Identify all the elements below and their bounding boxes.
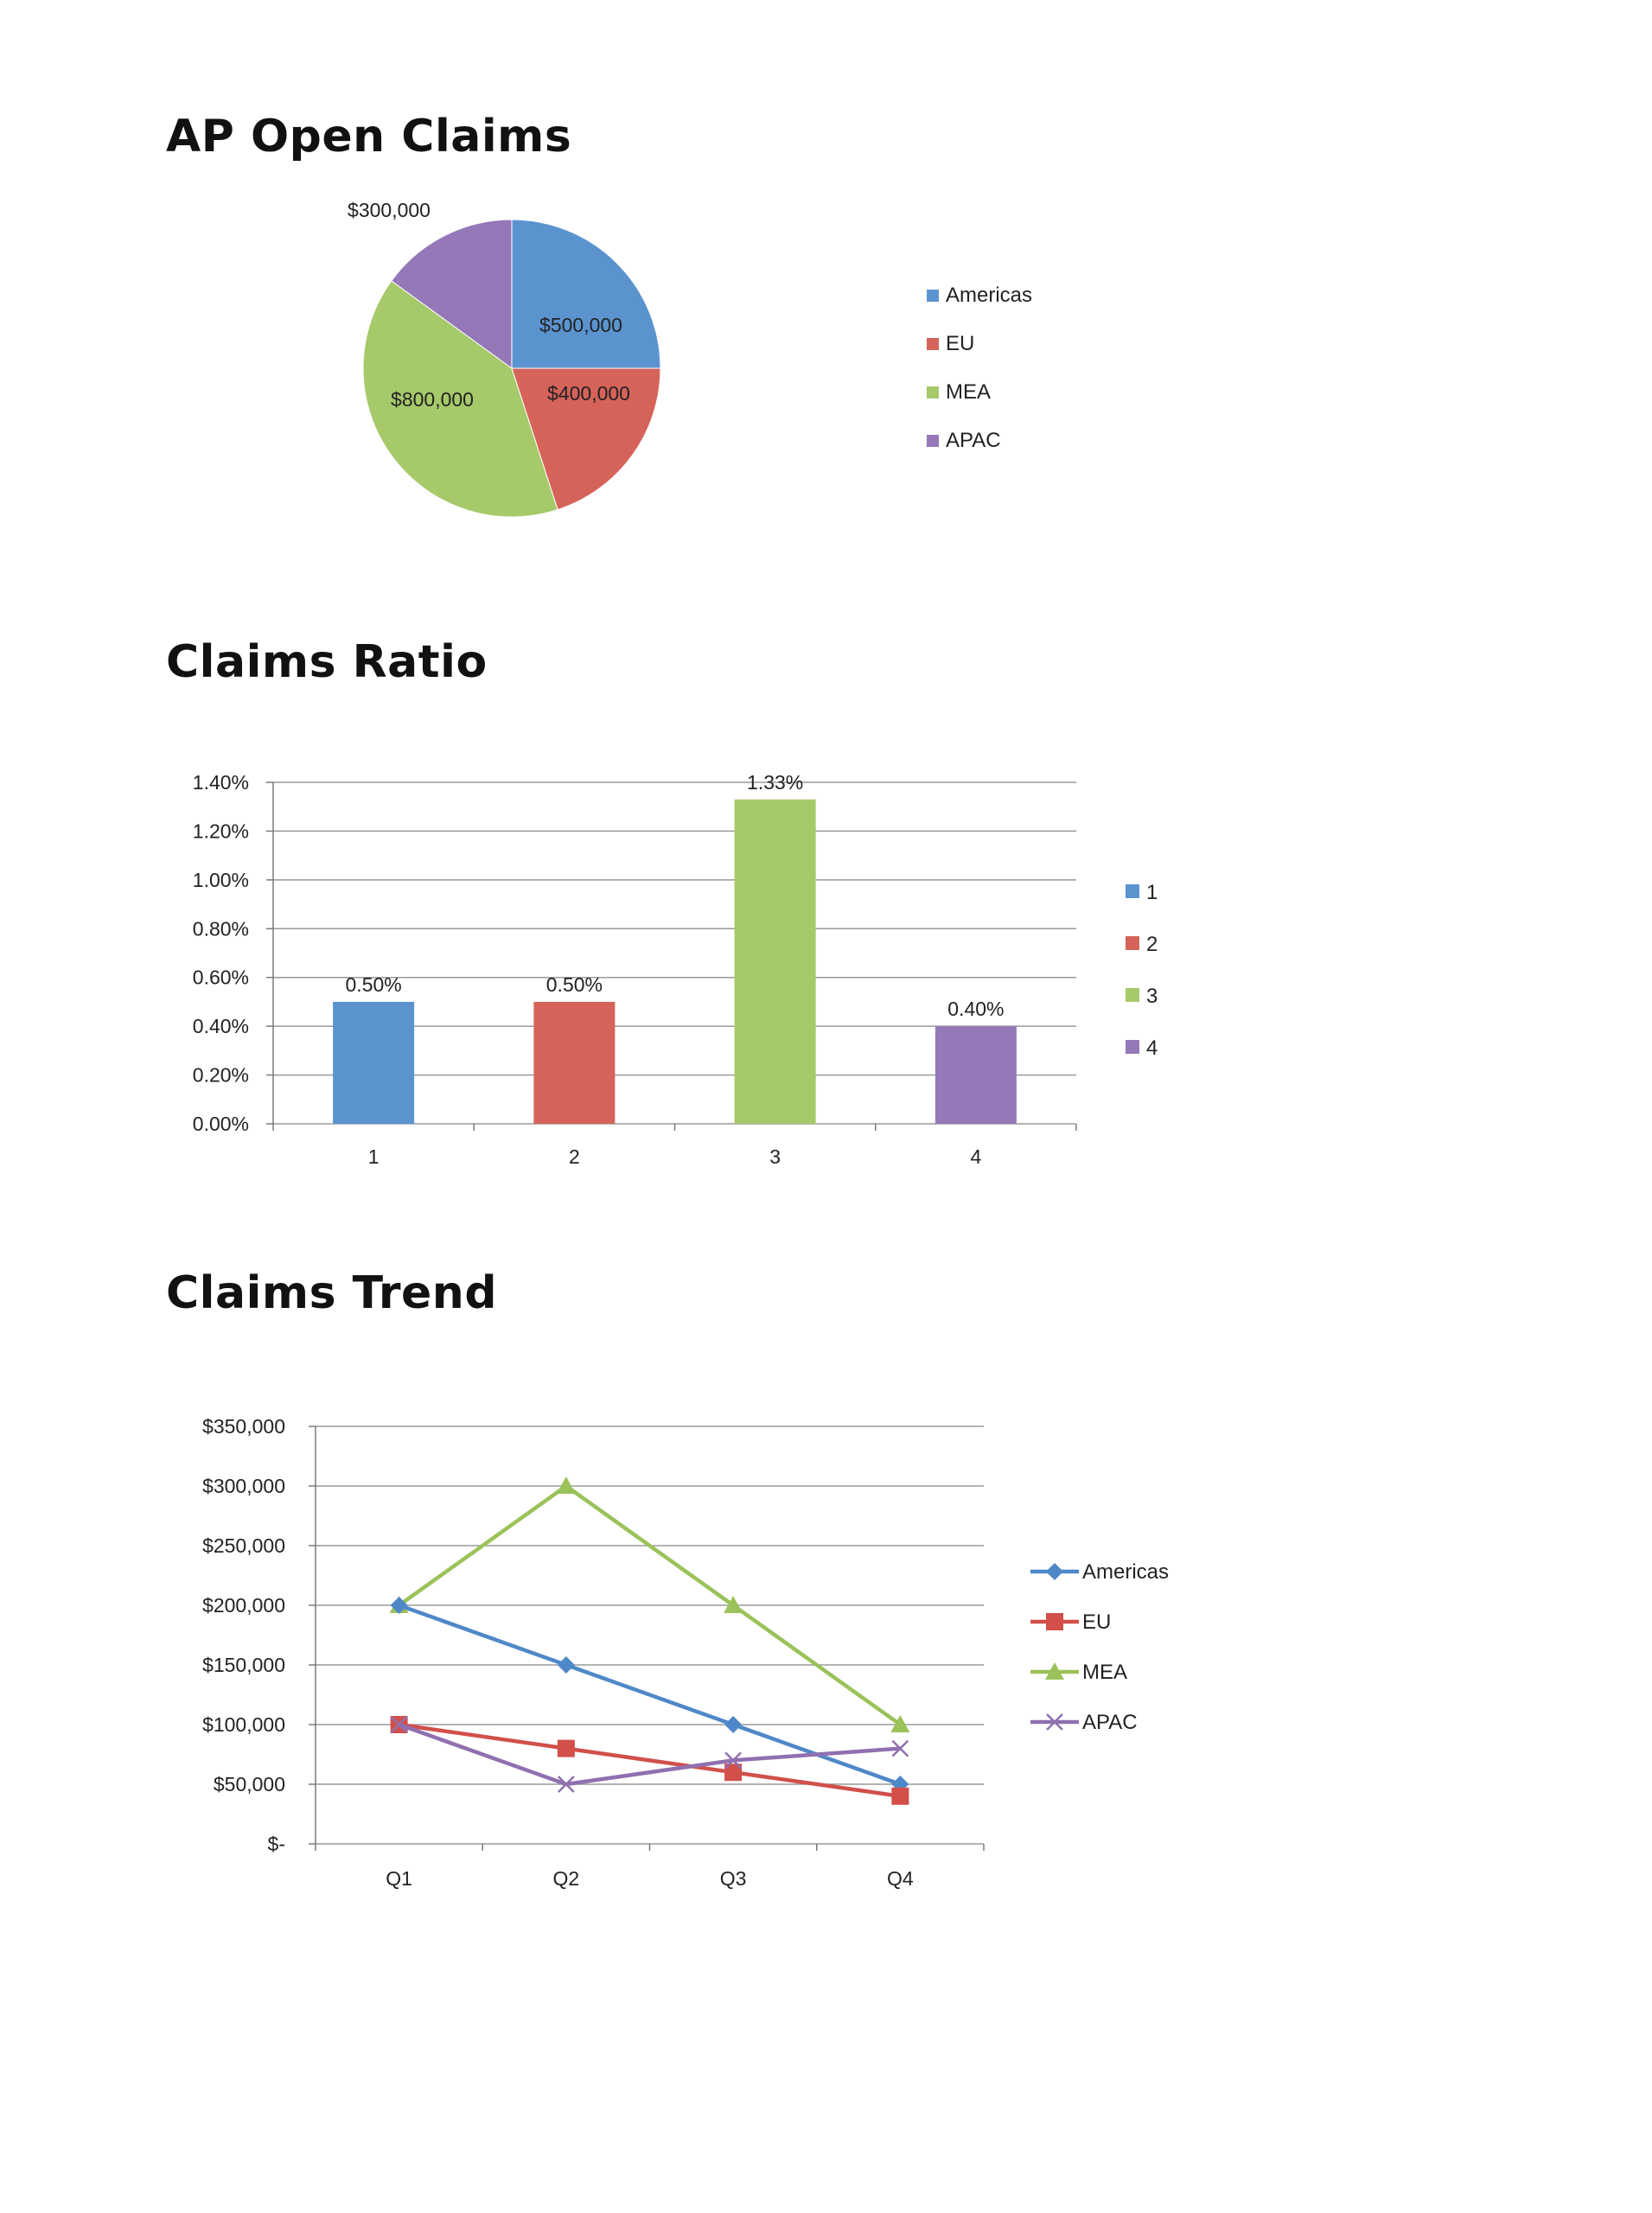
x-tick-label: 4 xyxy=(970,1145,981,1168)
bar-chart-heading: Claims Ratio xyxy=(166,636,488,688)
bar-2 xyxy=(533,1001,616,1124)
data-point-mea xyxy=(556,1476,576,1494)
bar-value-label: 0.40% xyxy=(947,998,1004,1020)
legend-swatch xyxy=(1126,884,1139,898)
data-point-eu xyxy=(891,1787,909,1805)
data-point-americas xyxy=(557,1656,575,1674)
data-point-mea xyxy=(890,1715,910,1732)
bar-value-label: 1.33% xyxy=(747,771,803,794)
y-tick-label: $250,000 xyxy=(202,1534,285,1557)
x-tick-label: Q4 xyxy=(887,1867,914,1890)
y-tick-label: 0.40% xyxy=(193,1015,249,1037)
legend-label: APAC xyxy=(946,429,1001,452)
pie-slice-label: $300,000 xyxy=(348,199,431,221)
y-tick-label: $- xyxy=(268,1833,285,1855)
data-point-apac xyxy=(891,1739,909,1757)
y-tick-label: $100,000 xyxy=(202,1713,285,1736)
y-tick-label: 1.20% xyxy=(193,820,249,842)
series-apac xyxy=(390,1716,909,1793)
data-point-americas xyxy=(724,1716,743,1733)
pie-slice-mea xyxy=(362,280,558,518)
pie-slice-label: $500,000 xyxy=(539,314,622,336)
legend-swatch xyxy=(1126,936,1139,950)
legend-marker xyxy=(1046,1563,1063,1580)
bar-4 xyxy=(934,1026,1017,1124)
y-tick-label: $300,000 xyxy=(202,1475,285,1497)
legend-marker xyxy=(1045,1662,1064,1680)
legend-label: Americas xyxy=(1082,1560,1169,1584)
legend-label: EU xyxy=(946,332,974,355)
legend-label: 1 xyxy=(1146,881,1158,904)
x-tick-label: Q1 xyxy=(386,1867,412,1890)
y-tick-label: $50,000 xyxy=(214,1773,285,1795)
data-point-mea xyxy=(724,1596,743,1613)
bar-3 xyxy=(734,799,816,1124)
pie-slice-label: $800,000 xyxy=(391,388,474,411)
legend-label: MEA xyxy=(1082,1661,1127,1684)
y-tick-label: 0.00% xyxy=(193,1113,249,1135)
legend-label: 2 xyxy=(1146,933,1158,956)
series-americas xyxy=(390,1597,909,1793)
data-point-apac xyxy=(390,1716,408,1733)
data-point-eu xyxy=(557,1739,575,1757)
data-point-eu xyxy=(724,1763,743,1782)
pie-slice-eu xyxy=(511,367,661,511)
legend-swatch xyxy=(927,338,939,350)
series-line-mea xyxy=(398,1483,902,1726)
bar-1 xyxy=(333,1001,415,1124)
open-claims-pie-chart: $500,000 $400,000 $800,000 $300,000 Americas… xyxy=(348,199,1032,518)
series-line-americas xyxy=(398,1603,902,1787)
x-tick-label: Q2 xyxy=(553,1867,580,1890)
pie-chart-heading: AP Open Claims xyxy=(166,111,572,163)
legend-swatch xyxy=(1126,988,1139,1002)
x-tick-label: 1 xyxy=(368,1145,380,1168)
legend-label: MEA xyxy=(946,380,991,404)
x-tick-label: 3 xyxy=(769,1145,781,1168)
legend-swatch xyxy=(927,290,939,302)
legend-marker xyxy=(1046,1613,1063,1630)
claims-trend-line-chart: $- $50,000 $100,000 $150,000 $200,000 $250,00… xyxy=(202,1415,1169,1890)
data-point-apac xyxy=(557,1776,575,1793)
legend-label: Americas xyxy=(946,284,1032,307)
legend-swatch xyxy=(927,386,939,399)
y-tick-label: $200,000 xyxy=(202,1594,285,1617)
x-tick-label: Q3 xyxy=(720,1867,747,1890)
y-tick-label: 0.60% xyxy=(193,966,249,989)
line-chart-heading: Claims Trend xyxy=(166,1267,498,1319)
y-tick-label: 1.40% xyxy=(193,771,249,794)
series-line-eu xyxy=(399,1722,901,1799)
pie-slice-apac xyxy=(391,219,513,369)
y-tick-label: $150,000 xyxy=(202,1654,285,1676)
legend-label: 4 xyxy=(1146,1036,1158,1060)
legend-label: EU xyxy=(1082,1610,1111,1634)
legend-swatch xyxy=(1126,1040,1139,1054)
y-tick-label: 1.00% xyxy=(193,869,249,891)
pie-slice-label: $400,000 xyxy=(547,382,630,405)
y-tick-label: 0.20% xyxy=(193,1064,249,1087)
legend-label: 3 xyxy=(1146,985,1158,1008)
bar-value-label: 0.50% xyxy=(546,973,603,996)
data-point-apac xyxy=(724,1751,743,1770)
y-tick-label: 0.80% xyxy=(193,917,249,940)
y-tick-label: $350,000 xyxy=(202,1415,285,1438)
pie-slice-americas xyxy=(511,219,661,369)
series-line-apac xyxy=(398,1722,901,1787)
claims-ratio-bar-chart: 0.00% 0.20% 0.40% 0.60% 0.80% 1.00% 1.20% 1.40%… xyxy=(193,771,1158,1168)
legend-label: APAC xyxy=(1082,1711,1138,1734)
bar-value-label: 0.50% xyxy=(346,973,402,996)
data-point-americas xyxy=(390,1597,408,1614)
legend-marker xyxy=(1046,1713,1063,1731)
x-tick-label: 2 xyxy=(569,1145,580,1168)
legend-swatch xyxy=(927,435,939,447)
